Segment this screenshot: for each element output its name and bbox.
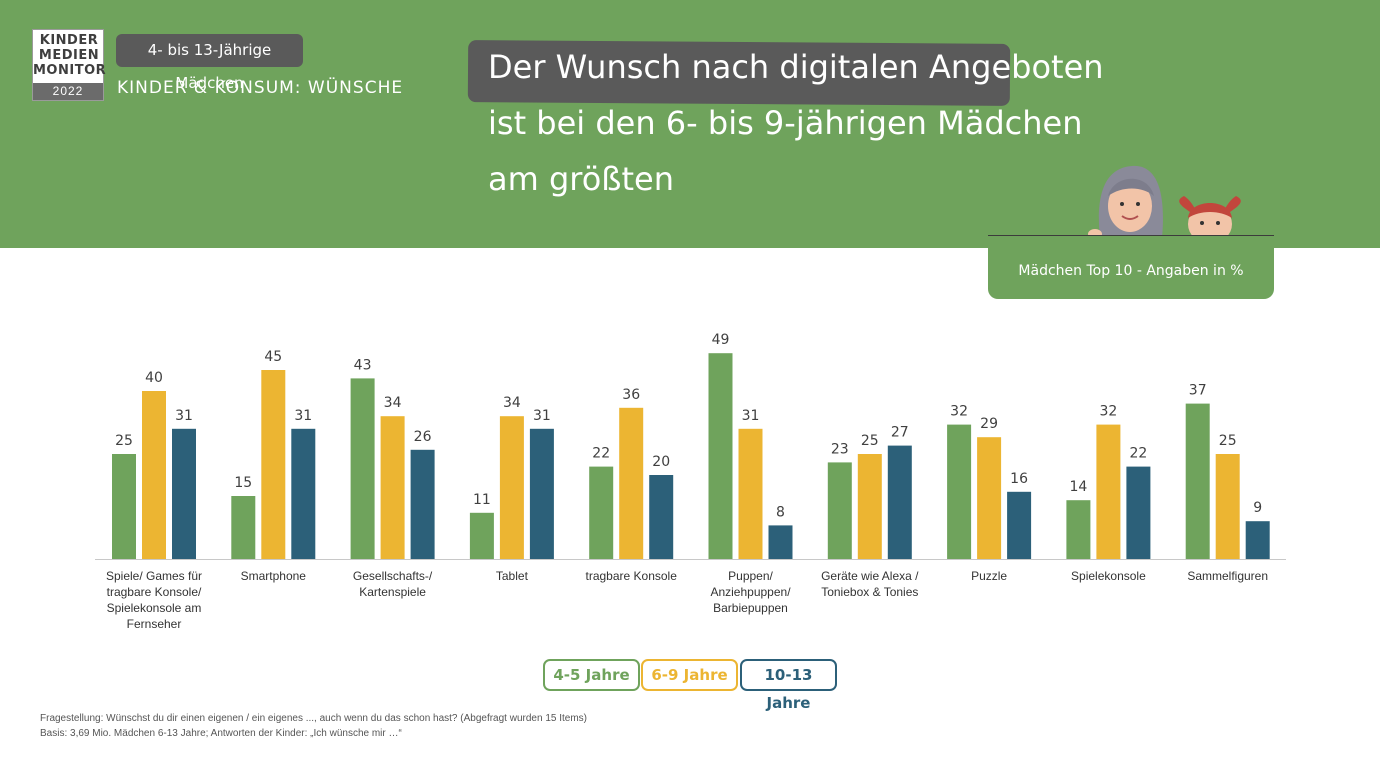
footnote-question: Fragestellung: Wünschst du dir einen eig… [40,713,587,724]
bar-5-series-1 [589,466,614,559]
category-label-6: Puppen/Anziehpuppen/Barbiepuppen [710,569,791,615]
data-label-8-series-1: 32 [950,404,968,420]
data-label-5-series-1: 22 [592,446,610,462]
category-label-4: Tablet [495,569,528,583]
data-label-1-series-2: 40 [145,370,163,386]
logo-line-3: MONITOR [33,63,107,78]
category-label-1: Spiele/ Games für tragbare Konsole/Spiele… [105,569,203,631]
data-label-10-series-3: 9 [1253,500,1262,516]
category-label-10: Sammelfiguren [1187,569,1269,583]
bar-5-series-2 [619,407,644,559]
bar-10-series-3 [1245,521,1270,559]
data-label-8-series-3: 16 [1010,471,1028,487]
category-label-7: Geräte wie Alexa / Toniebox & Tonies [821,569,919,599]
bar-4-series-3 [529,428,554,559]
bar-2-series-3 [291,428,316,559]
data-label-9-series-3: 22 [1129,446,1147,462]
bar-6-series-1 [708,353,733,559]
data-label-10-series-2: 25 [1219,433,1237,449]
data-label-6-series-3: 8 [776,504,785,520]
bar-10-series-1 [1185,403,1210,559]
bar-chart: 25 40 31 15 45 31 43 34 26 11 34 31 22 36 20 49 31 8 23 25 2… [95,332,1286,560]
bar-7-series-3 [887,445,912,559]
data-label-5-series-3: 20 [652,454,670,470]
bar-6-series-3 [768,525,793,559]
logo-year: 2022 [33,83,103,100]
bar-9-series-1 [1066,500,1091,559]
page-title-line-3: am größten [488,160,674,198]
data-label-10-series-1: 37 [1189,383,1207,399]
target-group-badge: 4- bis 13-Jährige Mädchen [116,34,303,92]
bar-6-series-2 [738,428,763,559]
page-title-line-2: ist bei den 6- bis 9-jährigen Mädchen [488,104,1083,142]
legend-item-6-9: 6-9 Jahre [641,659,738,691]
data-label-8-series-2: 29 [980,416,998,432]
footnote-basis: Basis: 3,69 Mio. Mädchen 6-13 Jahre; Ant… [40,728,402,739]
kinder-medien-monitor-logo: KINDER MEDIEN MONITOR 2022 [32,29,107,101]
data-label-1-series-3: 31 [175,408,193,424]
data-label-3-series-2: 34 [384,395,402,411]
page-title-line-1: Der Wunsch nach digitalen Angeboten [488,48,1104,86]
bar-10-series-2 [1215,454,1240,559]
bar-9-series-2 [1096,424,1121,559]
bar-7-series-1 [827,462,852,559]
legend-item-10-13: 10-13 Jahre [740,659,837,712]
data-label-1-series-1: 25 [115,433,133,449]
data-label-6-series-1: 49 [712,332,730,348]
bar-4-series-2 [499,416,524,559]
data-label-3-series-3: 26 [414,429,432,445]
data-label-2-series-2: 45 [264,349,282,365]
bar-1-series-2 [142,391,166,559]
bar-3-series-1 [350,378,375,559]
bar-1-series-3 [172,428,196,559]
bar-3-series-3 [410,449,435,559]
bar-3-series-2 [380,416,405,559]
category-label-2: Smartphone [240,569,306,583]
data-label-3-series-1: 43 [354,357,372,373]
category-label-9: Spielekonsole [1071,569,1146,583]
data-label-4-series-2: 34 [503,395,521,411]
data-label-5-series-2: 36 [622,387,640,403]
data-label-9-series-1: 14 [1069,479,1087,495]
category-label-5: tragbare Konsole [585,569,677,583]
girls-illustration [1088,165,1241,238]
category-label-8: Puzzle [971,569,1008,583]
data-label-9-series-2: 32 [1099,404,1117,420]
logo-line-1: KINDER [39,33,99,48]
data-label-4-series-1: 11 [473,492,491,508]
data-label-4-series-3: 31 [533,408,551,424]
logo-line-2: MEDIEN [38,48,100,63]
bar-2-series-2 [261,370,286,559]
data-label-2-series-3: 31 [294,408,312,424]
category-label-3: Gesellschafts-/Kartenspiele [352,569,433,599]
bar-5-series-3 [649,475,674,559]
legend-item-4-5: 4-5 Jahre [543,659,640,691]
data-label-6-series-2: 31 [742,408,760,424]
data-label-7-series-2: 25 [861,433,879,449]
bar-8-series-3 [1007,491,1032,559]
data-label-7-series-3: 27 [891,425,909,441]
data-label-7-series-1: 23 [831,441,849,457]
bar-9-series-3 [1126,466,1151,559]
bar-4-series-1 [469,512,494,559]
bar-8-series-1 [947,424,972,559]
bar-7-series-2 [857,454,882,559]
header-banner: KINDER MEDIEN MONITOR 2022 4- bis 13-Jäh… [0,0,1380,248]
info-box: Mädchen Top 10 - Angaben in % [988,236,1274,299]
bar-8-series-2 [977,437,1002,559]
section-subtitle: KINDER & KONSUM: WÜNSCHE [117,78,404,98]
bar-1-series-1 [112,454,136,559]
data-label-2-series-1: 15 [234,475,252,491]
bar-2-series-1 [231,496,256,559]
